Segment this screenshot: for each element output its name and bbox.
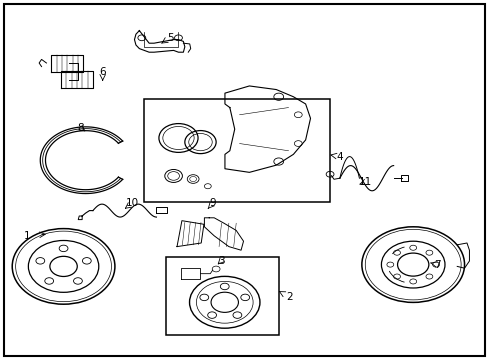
Text: 4: 4 [335, 152, 342, 162]
Text: 11: 11 [358, 177, 372, 187]
Text: 10: 10 [125, 198, 138, 208]
Bar [166, 257, 278, 335]
Text: 5: 5 [166, 33, 173, 43]
Text: 7: 7 [433, 260, 440, 270]
Bar [144, 99, 329, 202]
Text: 9: 9 [209, 198, 216, 208]
Text: 1: 1 [23, 231, 30, 241]
Text: 6: 6 [99, 67, 106, 77]
Text: 8: 8 [77, 123, 84, 133]
Text: 3: 3 [217, 256, 224, 266]
Text: 2: 2 [285, 292, 292, 302]
